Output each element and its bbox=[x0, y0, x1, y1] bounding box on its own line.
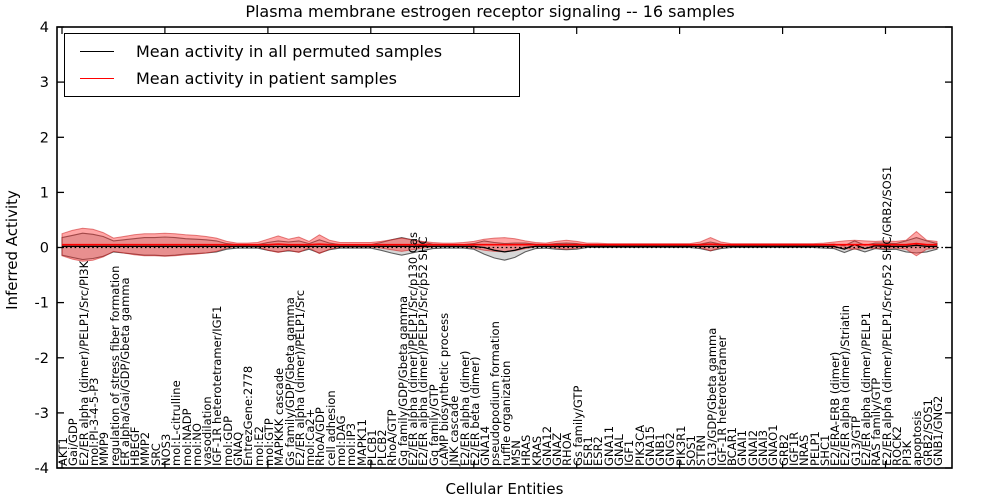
legend-label-permuted: Mean activity in all permuted samples bbox=[136, 42, 443, 61]
legend-item-patient: Mean activity in patient samples bbox=[65, 69, 519, 88]
patient-mean-line bbox=[62, 242, 937, 246]
chart-title: Plasma membrane estrogen receptor signal… bbox=[245, 2, 735, 21]
y-tick-label: -4 bbox=[35, 461, 49, 477]
y-tick-label: -1 bbox=[35, 296, 49, 312]
permuted-mean-line bbox=[62, 243, 937, 253]
y-tick-label: 0 bbox=[40, 241, 49, 257]
x-axis-label: Cellular Entities bbox=[445, 480, 564, 498]
y-tick-label: -2 bbox=[35, 351, 49, 367]
y-tick-label: 1 bbox=[40, 185, 49, 201]
y-tick-label: -3 bbox=[35, 406, 49, 422]
permuted-line-sample bbox=[80, 51, 114, 52]
legend: Mean activity in all permuted samples Me… bbox=[64, 33, 520, 97]
legend-label-patient: Mean activity in patient samples bbox=[136, 69, 397, 88]
y-tick-label: 3 bbox=[40, 75, 49, 91]
y-tick-label: 4 bbox=[40, 20, 49, 36]
legend-item-permuted: Mean activity in all permuted samples bbox=[65, 42, 519, 61]
patient-line-sample bbox=[80, 78, 114, 79]
y-tick-label: 2 bbox=[40, 130, 49, 146]
